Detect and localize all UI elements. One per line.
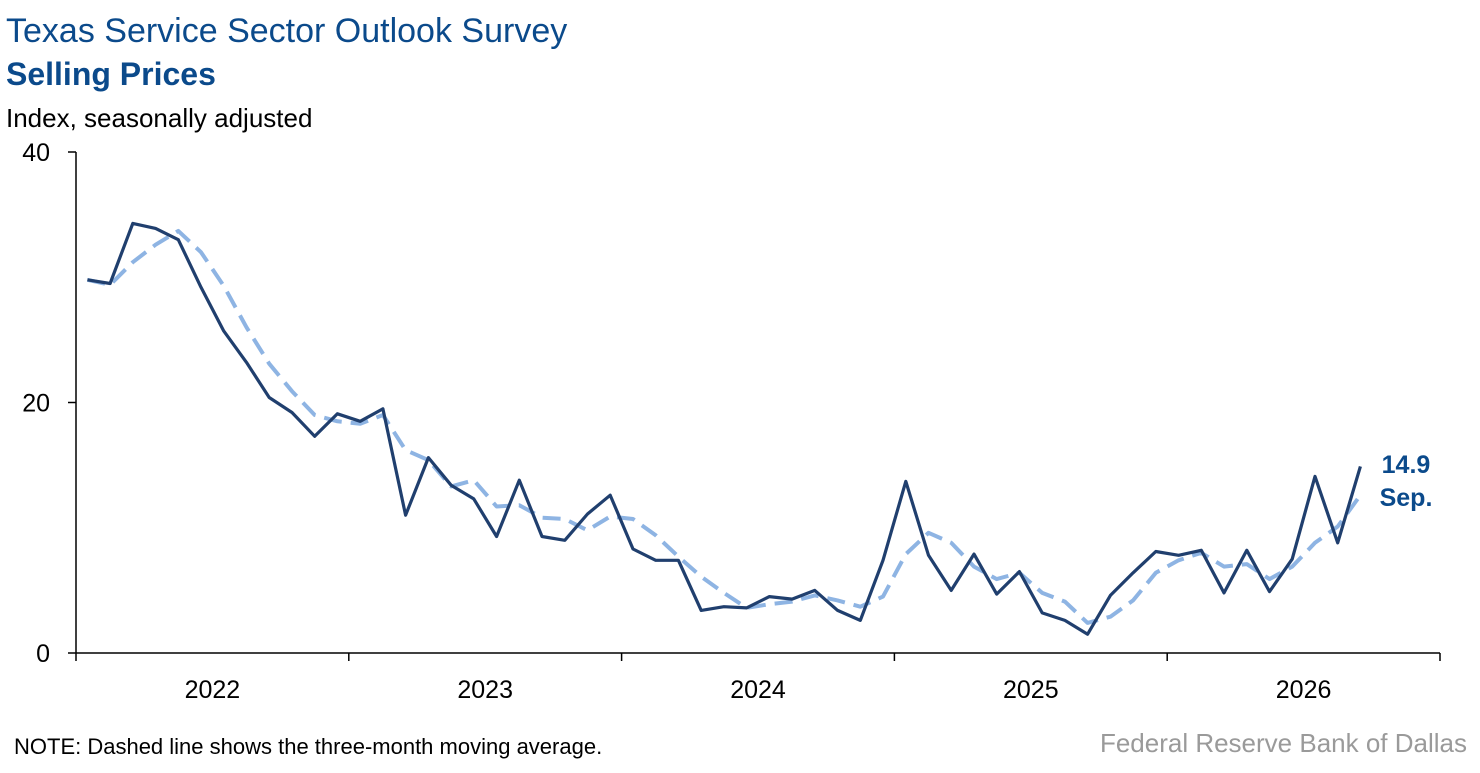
y-axis-label: Index, seasonally adjusted bbox=[6, 103, 312, 133]
x-tick-label: 2022 bbox=[185, 676, 241, 704]
x-tick-label: 2026 bbox=[1276, 676, 1332, 704]
x-tick-label: 2023 bbox=[457, 676, 513, 704]
note: NOTE: Dashed line shows the three-month … bbox=[14, 734, 602, 759]
chart-title: Texas Service Sector Outlook Survey bbox=[6, 12, 567, 50]
end-date-label: Sep. bbox=[1380, 484, 1433, 512]
y-tick-label: 20 bbox=[22, 390, 50, 418]
series-line bbox=[87, 221, 1362, 636]
chart-subtitle: Selling Prices bbox=[6, 56, 216, 92]
y-tick-label: 40 bbox=[22, 139, 50, 167]
x-tick-label: 2024 bbox=[730, 676, 786, 704]
y-tick-label: 0 bbox=[36, 640, 50, 668]
moving-average-line bbox=[86, 228, 1363, 625]
source: Federal Reserve Bank of Dallas bbox=[1100, 728, 1467, 758]
end-value-label: 14.9 bbox=[1382, 451, 1431, 479]
x-tick-label: 2025 bbox=[1003, 676, 1059, 704]
